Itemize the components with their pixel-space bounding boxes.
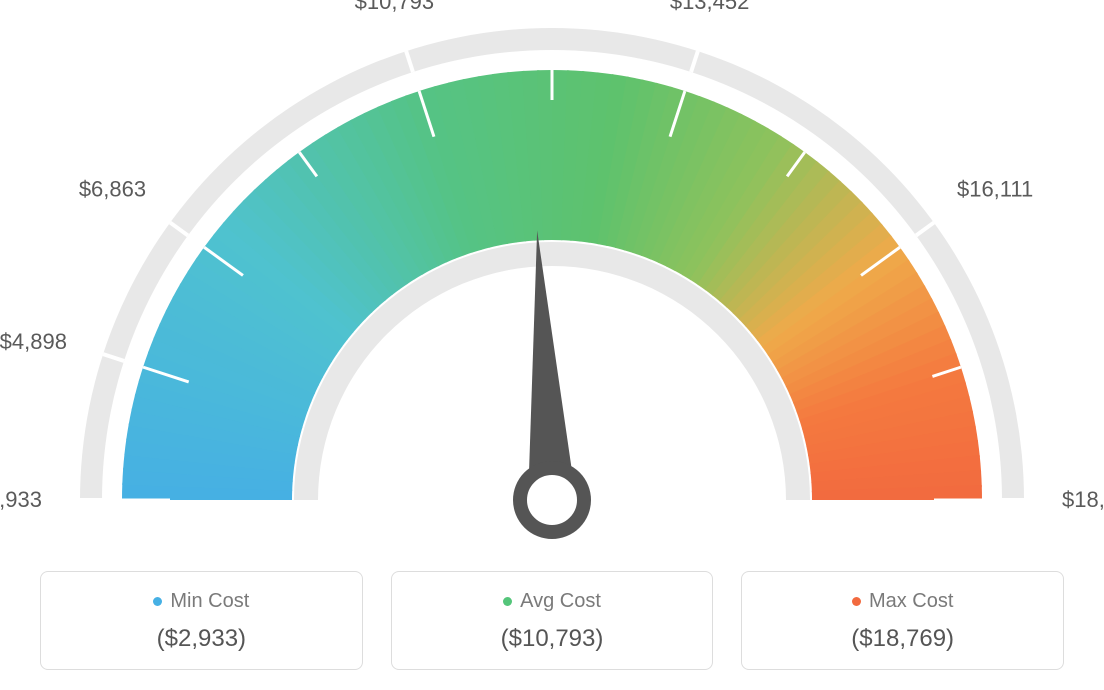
- min-cost-label: Min Cost: [170, 590, 249, 613]
- gauge-tick-label: $6,863: [79, 177, 146, 203]
- max-cost-label: Max Cost: [869, 590, 953, 613]
- legend-cards: Min Cost ($2,933) Avg Cost ($10,793) Max…: [40, 571, 1064, 670]
- avg-cost-label: Avg Cost: [520, 590, 601, 613]
- gauge-tick-label: $13,452: [670, 0, 750, 15]
- gauge-tick-label: $4,898: [0, 329, 67, 355]
- gauge-svg: [0, 0, 1104, 540]
- max-cost-card: Max Cost ($18,769): [741, 571, 1064, 670]
- min-cost-value: ($2,933): [49, 625, 354, 653]
- gauge-tick-label: $16,111: [957, 177, 1033, 203]
- max-dot-icon: [852, 597, 861, 606]
- avg-cost-title-row: Avg Cost: [503, 590, 601, 613]
- min-cost-card: Min Cost ($2,933): [40, 571, 363, 670]
- chart-container: $2,933 $4,898 $6,863 $10,793 $13,452 $16,111 $…: [0, 0, 1104, 690]
- max-cost-value: ($18,769): [750, 625, 1055, 653]
- min-cost-title-row: Min Cost: [153, 590, 249, 613]
- gauge-tick-label: $10,793: [355, 0, 435, 15]
- avg-cost-card: Avg Cost ($10,793): [391, 571, 714, 670]
- avg-dot-icon: [503, 597, 512, 606]
- gauge-tick-label: $2,933: [0, 487, 42, 513]
- gauge-chart: $2,933 $4,898 $6,863 $10,793 $13,452 $16,111 $…: [0, 0, 1104, 540]
- max-cost-title-row: Max Cost: [852, 590, 953, 613]
- gauge-tick-label: $18,769: [1062, 487, 1104, 513]
- min-dot-icon: [153, 597, 162, 606]
- avg-cost-value: ($10,793): [400, 625, 705, 653]
